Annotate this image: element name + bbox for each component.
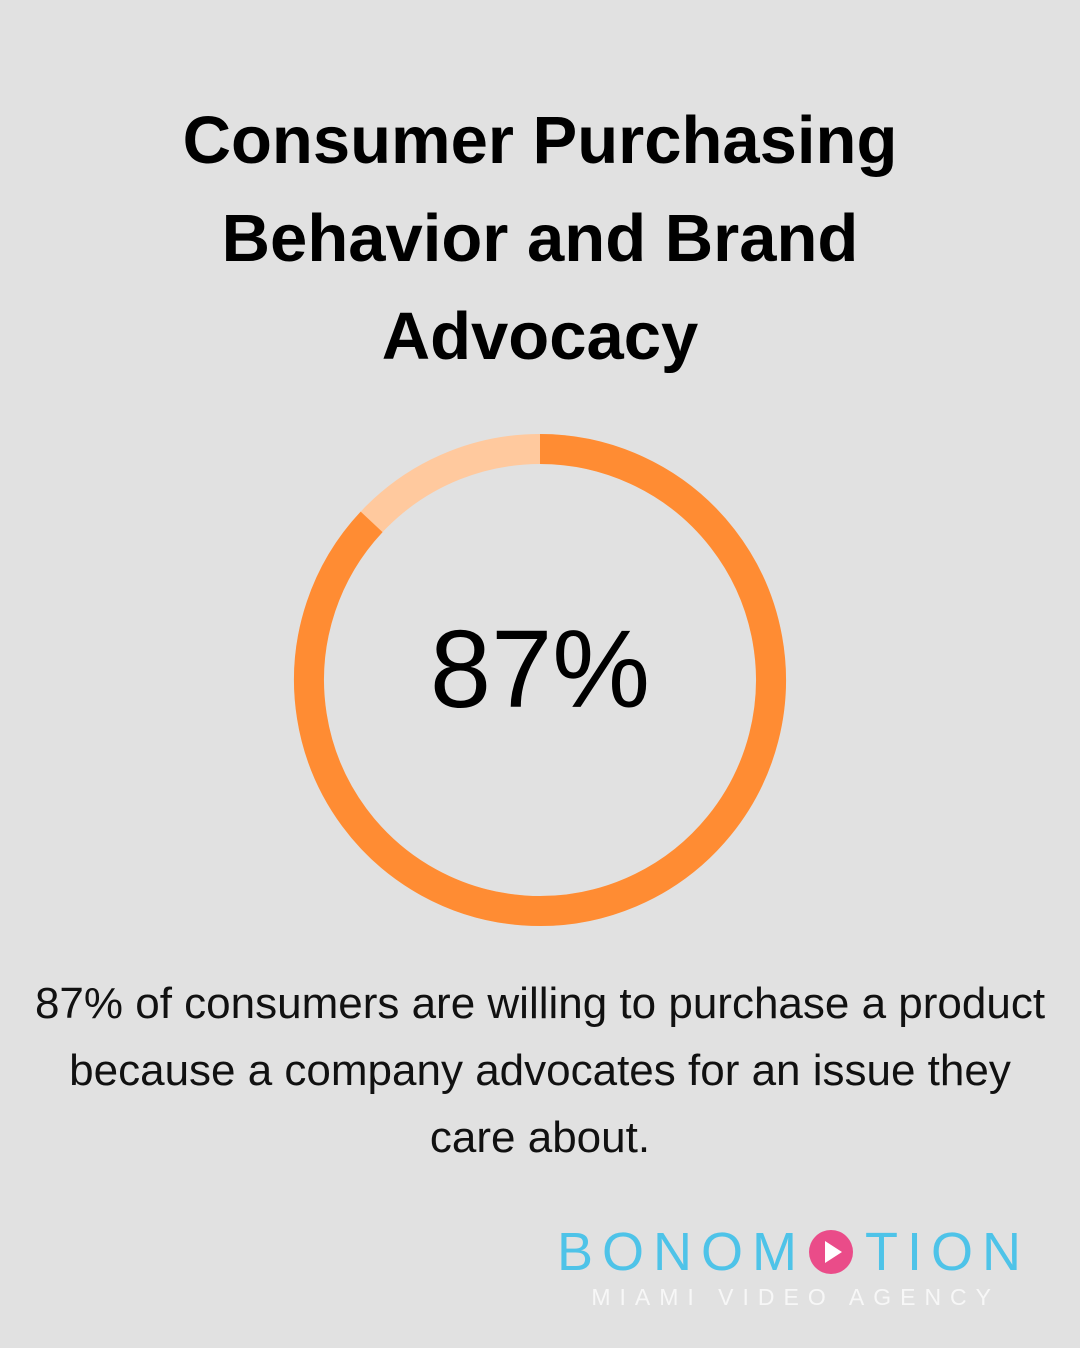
donut-arc — [294, 434, 786, 926]
logo-play-icon — [809, 1230, 853, 1274]
logo-tagline: MIAMI VIDEO AGENCY — [591, 1284, 1000, 1310]
title: Consumer Purchasing Behavior and Brand A… — [182, 103, 898, 374]
description: 87% of consumers are willing to purchase… — [34, 979, 1046, 1162]
logo-text: TION — [865, 1222, 1030, 1282]
logo-name: BONOM TION — [557, 1222, 1030, 1282]
logo: BONOM TION MIAMI VIDEO AGENCY — [557, 1222, 1030, 1311]
donut-chart: 87% — [294, 434, 786, 926]
center-label: 87% — [430, 608, 650, 731]
logo-text: BONOM — [556, 1222, 806, 1282]
